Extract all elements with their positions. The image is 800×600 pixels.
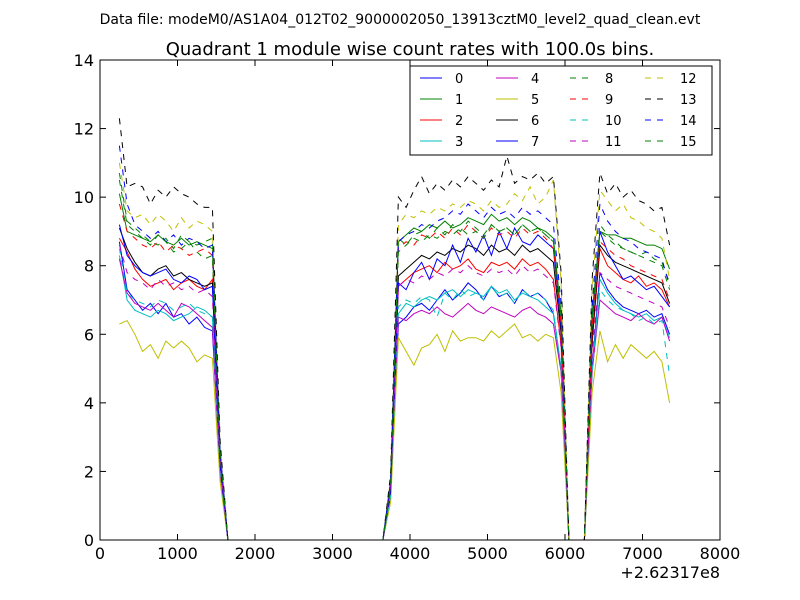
y-tick-label: 2 <box>84 462 94 481</box>
y-tick-label: 8 <box>84 257 94 276</box>
chart-suptitle: Data file: modeM0/AS1A04_012T02_90000020… <box>100 12 701 28</box>
series-line-13 <box>118 118 671 541</box>
legend-label-11: 11 <box>605 135 622 150</box>
legend-label-14: 14 <box>680 114 697 129</box>
x-tick-label: 8000 <box>700 544 741 563</box>
series-layer <box>118 118 671 541</box>
x-tick-label: 3000 <box>312 544 353 563</box>
legend-label-13: 13 <box>680 93 697 108</box>
series-line-15 <box>118 179 671 541</box>
x-tick-label: 5000 <box>467 544 508 563</box>
x-tick-label: 0 <box>95 544 105 563</box>
y-tick-label: 6 <box>84 325 94 344</box>
x-tick-label: 6000 <box>545 544 586 563</box>
legend-label-2: 2 <box>455 114 463 129</box>
legend-label-3: 3 <box>455 135 463 150</box>
y-tick-label: 0 <box>84 531 94 550</box>
legend-label-7: 7 <box>531 135 539 150</box>
legend-label-10: 10 <box>605 114 622 129</box>
y-tick-label: 4 <box>84 394 94 413</box>
x-offset-label: +2.62317e8 <box>620 563 720 582</box>
legend-label-6: 6 <box>531 114 539 129</box>
series-line-8 <box>118 173 671 541</box>
series-line-14 <box>118 145 671 541</box>
y-tick-label: 10 <box>74 188 94 207</box>
legend-label-1: 1 <box>455 93 463 108</box>
legend-label-12: 12 <box>680 72 697 87</box>
x-tick-label: 7000 <box>622 544 663 563</box>
legend-label-8: 8 <box>605 72 613 87</box>
x-tick-label: 2000 <box>235 544 276 563</box>
legend-label-9: 9 <box>605 93 613 108</box>
x-tick-label: 4000 <box>390 544 431 563</box>
chart-title: Quadrant 1 module wise count rates with … <box>166 39 655 60</box>
legend-label-5: 5 <box>531 93 539 108</box>
x-tick-label: 1000 <box>157 544 198 563</box>
legend-label-0: 0 <box>455 72 463 87</box>
legend-box <box>409 65 713 156</box>
y-tick-label: 12 <box>74 120 94 139</box>
legend-label-15: 15 <box>680 135 697 150</box>
axis-layer: 0 1000 2000 3000 4000 5000 6000 7000 80000246810… <box>74 51 741 563</box>
legend-label-4: 4 <box>531 72 539 87</box>
y-tick-label: 14 <box>74 51 94 70</box>
